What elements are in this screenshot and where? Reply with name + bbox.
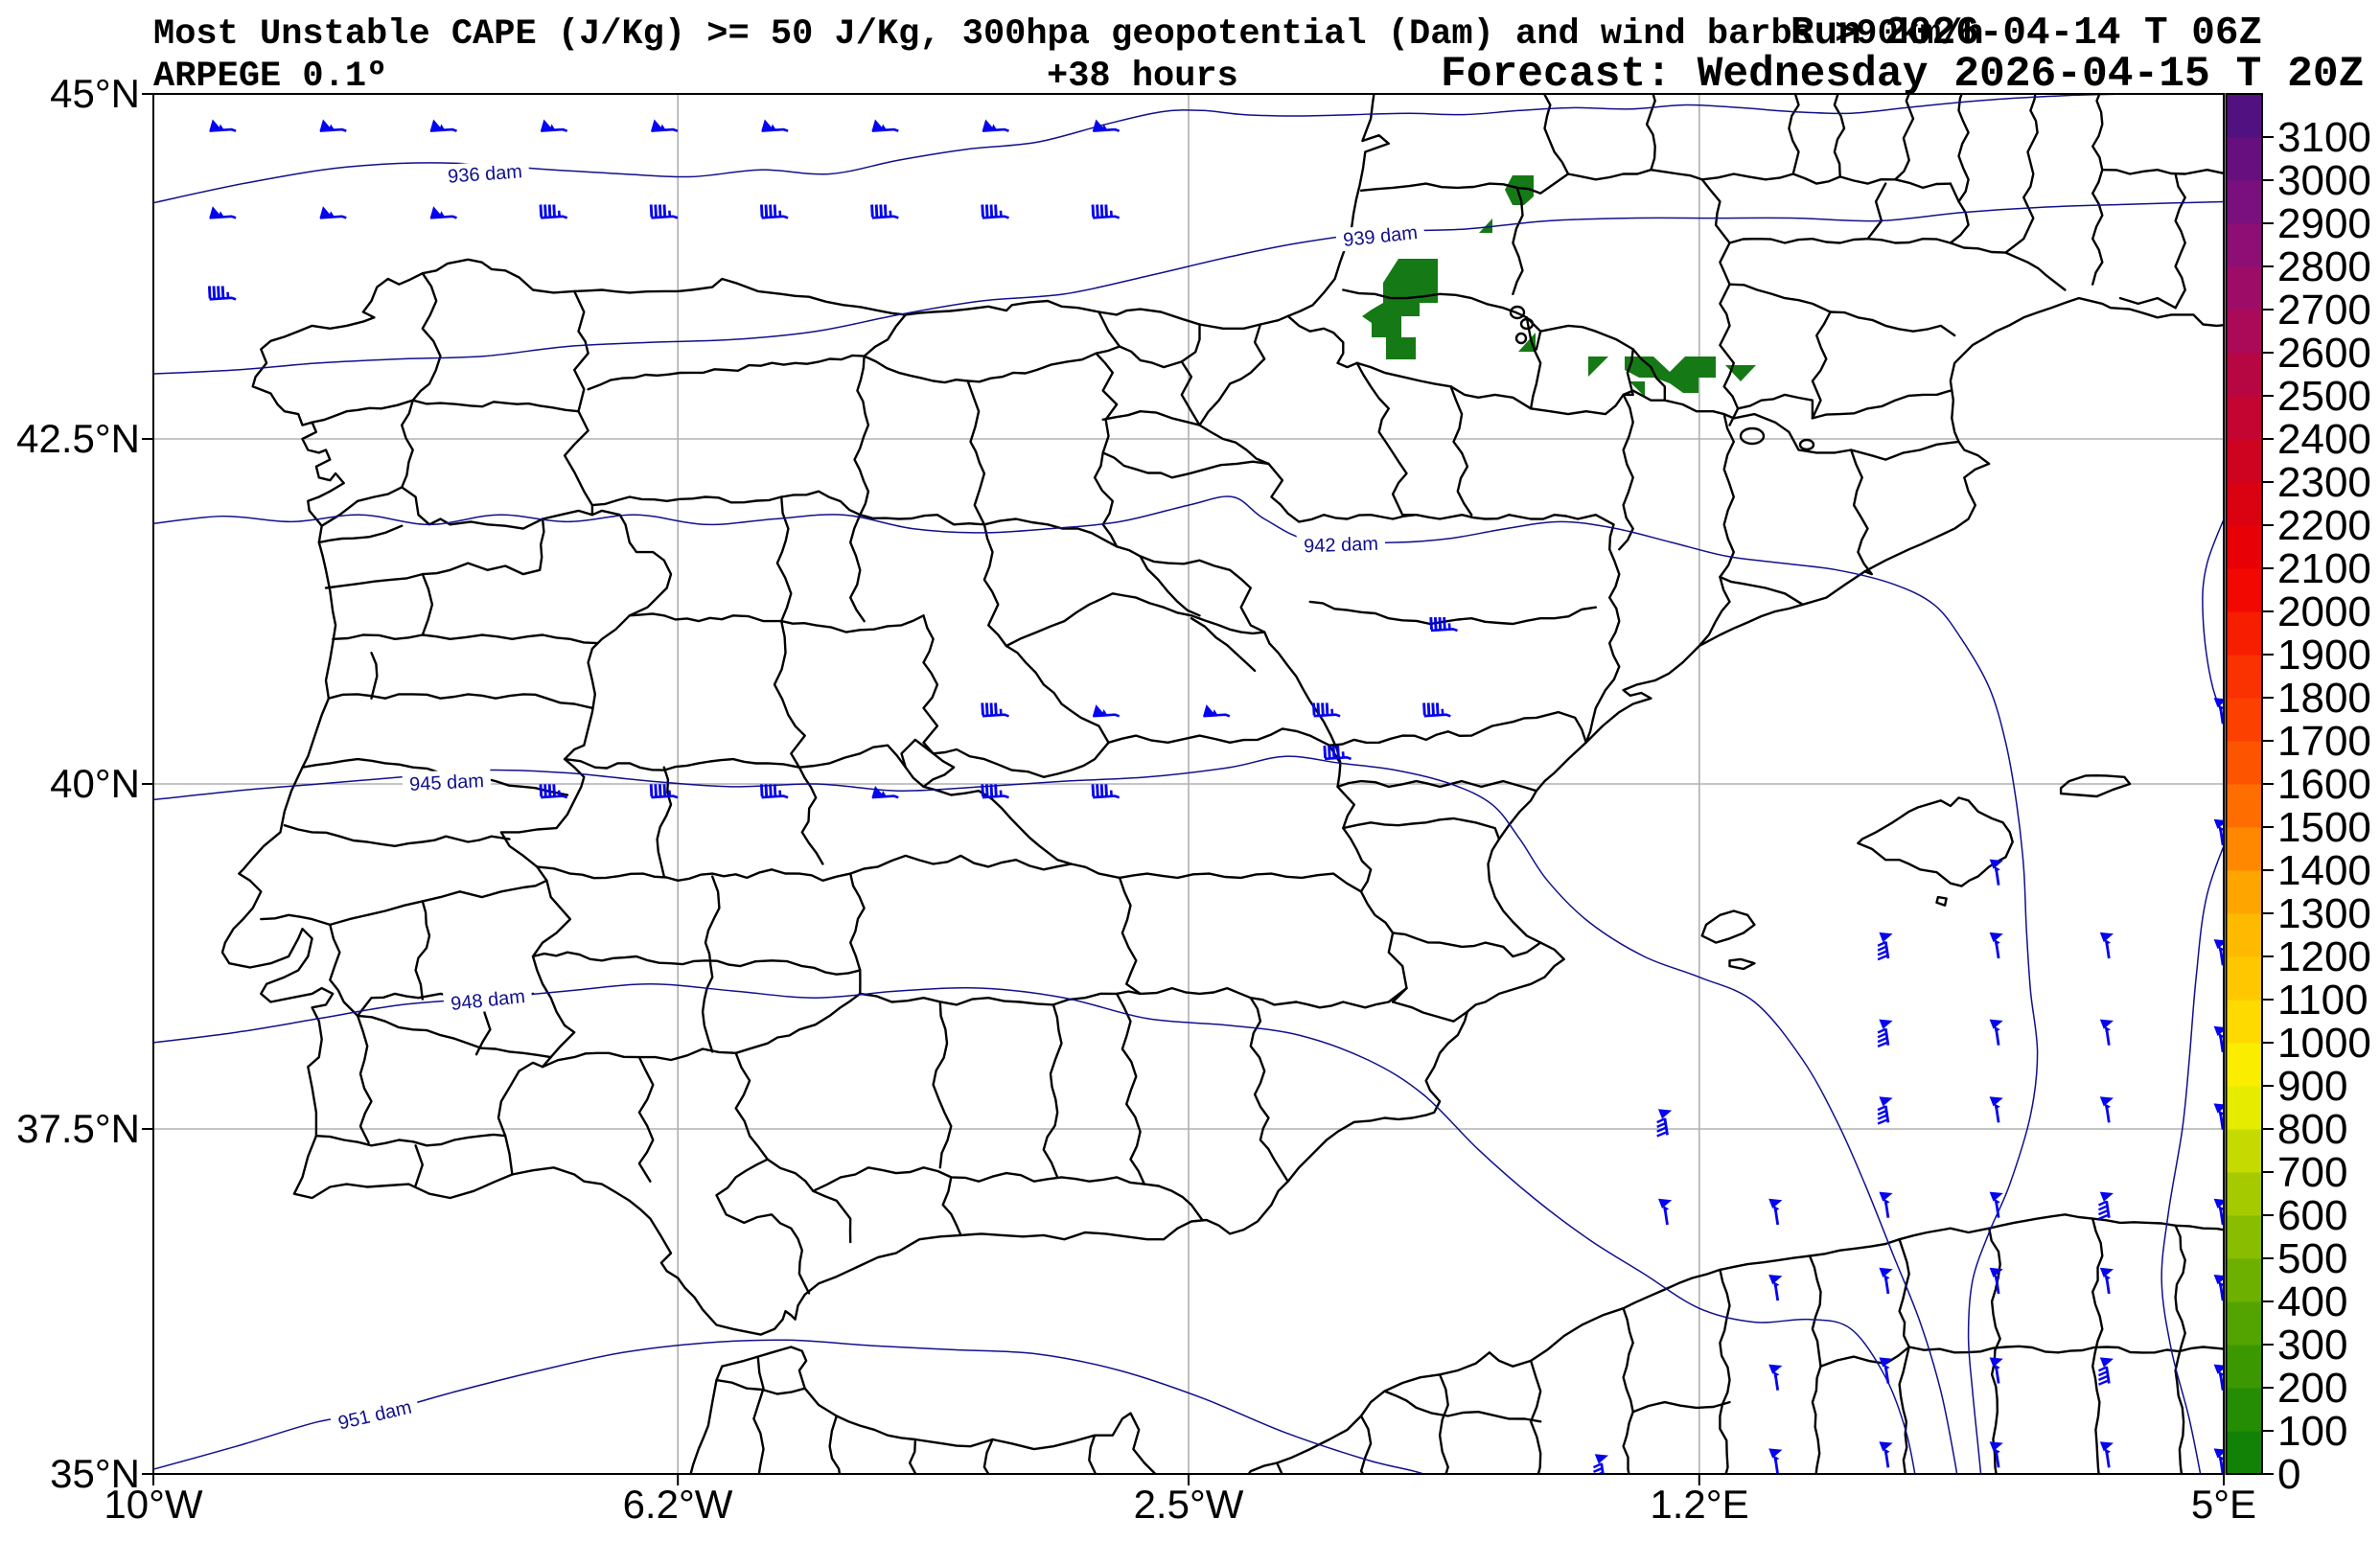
svg-text:2300: 2300 (2277, 459, 2371, 506)
svg-text:700: 700 (2277, 1149, 2347, 1196)
svg-text:3000: 3000 (2277, 157, 2371, 204)
svg-text:Forecast: Wednesday 2026-04-15: Forecast: Wednesday 2026-04-15 T 20Z (1441, 51, 2364, 99)
svg-text:37.5°N: 37.5°N (16, 1106, 140, 1151)
svg-text:35°N: 35°N (50, 1451, 140, 1496)
svg-text:100: 100 (2277, 1408, 2347, 1455)
svg-text:300: 300 (2277, 1322, 2347, 1369)
svg-text:600: 600 (2277, 1192, 2347, 1239)
svg-text:2700: 2700 (2277, 287, 2371, 334)
svg-text:1.2°E: 1.2°E (1650, 1482, 1748, 1527)
svg-text:500: 500 (2277, 1235, 2347, 1282)
svg-text:2900: 2900 (2277, 200, 2371, 247)
svg-text:1300: 1300 (2277, 890, 2371, 937)
svg-text:2000: 2000 (2277, 588, 2371, 635)
svg-text:1700: 1700 (2277, 718, 2371, 765)
svg-text:1100: 1100 (2277, 977, 2368, 1024)
svg-text:900: 900 (2277, 1063, 2347, 1110)
svg-text:2400: 2400 (2277, 416, 2371, 463)
svg-text:42.5°N: 42.5°N (16, 416, 140, 461)
svg-text:+38 hours: +38 hours (1047, 57, 1238, 97)
svg-text:936 dam: 936 dam (447, 161, 522, 187)
svg-text:1000: 1000 (2277, 1020, 2371, 1067)
svg-text:10°W: 10°W (104, 1482, 203, 1527)
svg-text:1400: 1400 (2277, 847, 2371, 894)
svg-text:2.5°W: 2.5°W (1134, 1482, 1244, 1527)
svg-text:0: 0 (2277, 1451, 2300, 1498)
svg-text:2800: 2800 (2277, 243, 2371, 290)
svg-text:1800: 1800 (2277, 675, 2371, 722)
svg-text:2600: 2600 (2277, 330, 2371, 377)
svg-text:6.2°W: 6.2°W (623, 1482, 733, 1527)
svg-text:45°N: 45°N (50, 71, 140, 116)
svg-text:945 dam: 945 dam (409, 771, 485, 795)
svg-text:1600: 1600 (2277, 761, 2371, 808)
svg-text:Run 2026-04-14 T 06Z: Run 2026-04-14 T 06Z (1791, 12, 2262, 56)
svg-text:2500: 2500 (2277, 373, 2371, 420)
svg-text:1900: 1900 (2277, 632, 2371, 679)
svg-text:2200: 2200 (2277, 502, 2371, 549)
svg-text:1500: 1500 (2277, 804, 2371, 851)
svg-text:ARPEGE 0.1º: ARPEGE 0.1º (153, 57, 387, 97)
svg-text:40°N: 40°N (50, 761, 140, 806)
svg-text:3100: 3100 (2277, 114, 2371, 161)
svg-text:Most Unstable CAPE (J/Kg) >= 5: Most Unstable CAPE (J/Kg) >= 50 J/Kg, 30… (153, 14, 1984, 55)
svg-text:2100: 2100 (2277, 545, 2371, 592)
svg-text:200: 200 (2277, 1365, 2347, 1412)
svg-text:5°E: 5°E (2191, 1482, 2256, 1527)
svg-text:942 dam: 942 dam (1304, 534, 1379, 558)
svg-text:1200: 1200 (2277, 933, 2371, 980)
svg-text:400: 400 (2277, 1278, 2347, 1325)
svg-text:800: 800 (2277, 1106, 2347, 1153)
